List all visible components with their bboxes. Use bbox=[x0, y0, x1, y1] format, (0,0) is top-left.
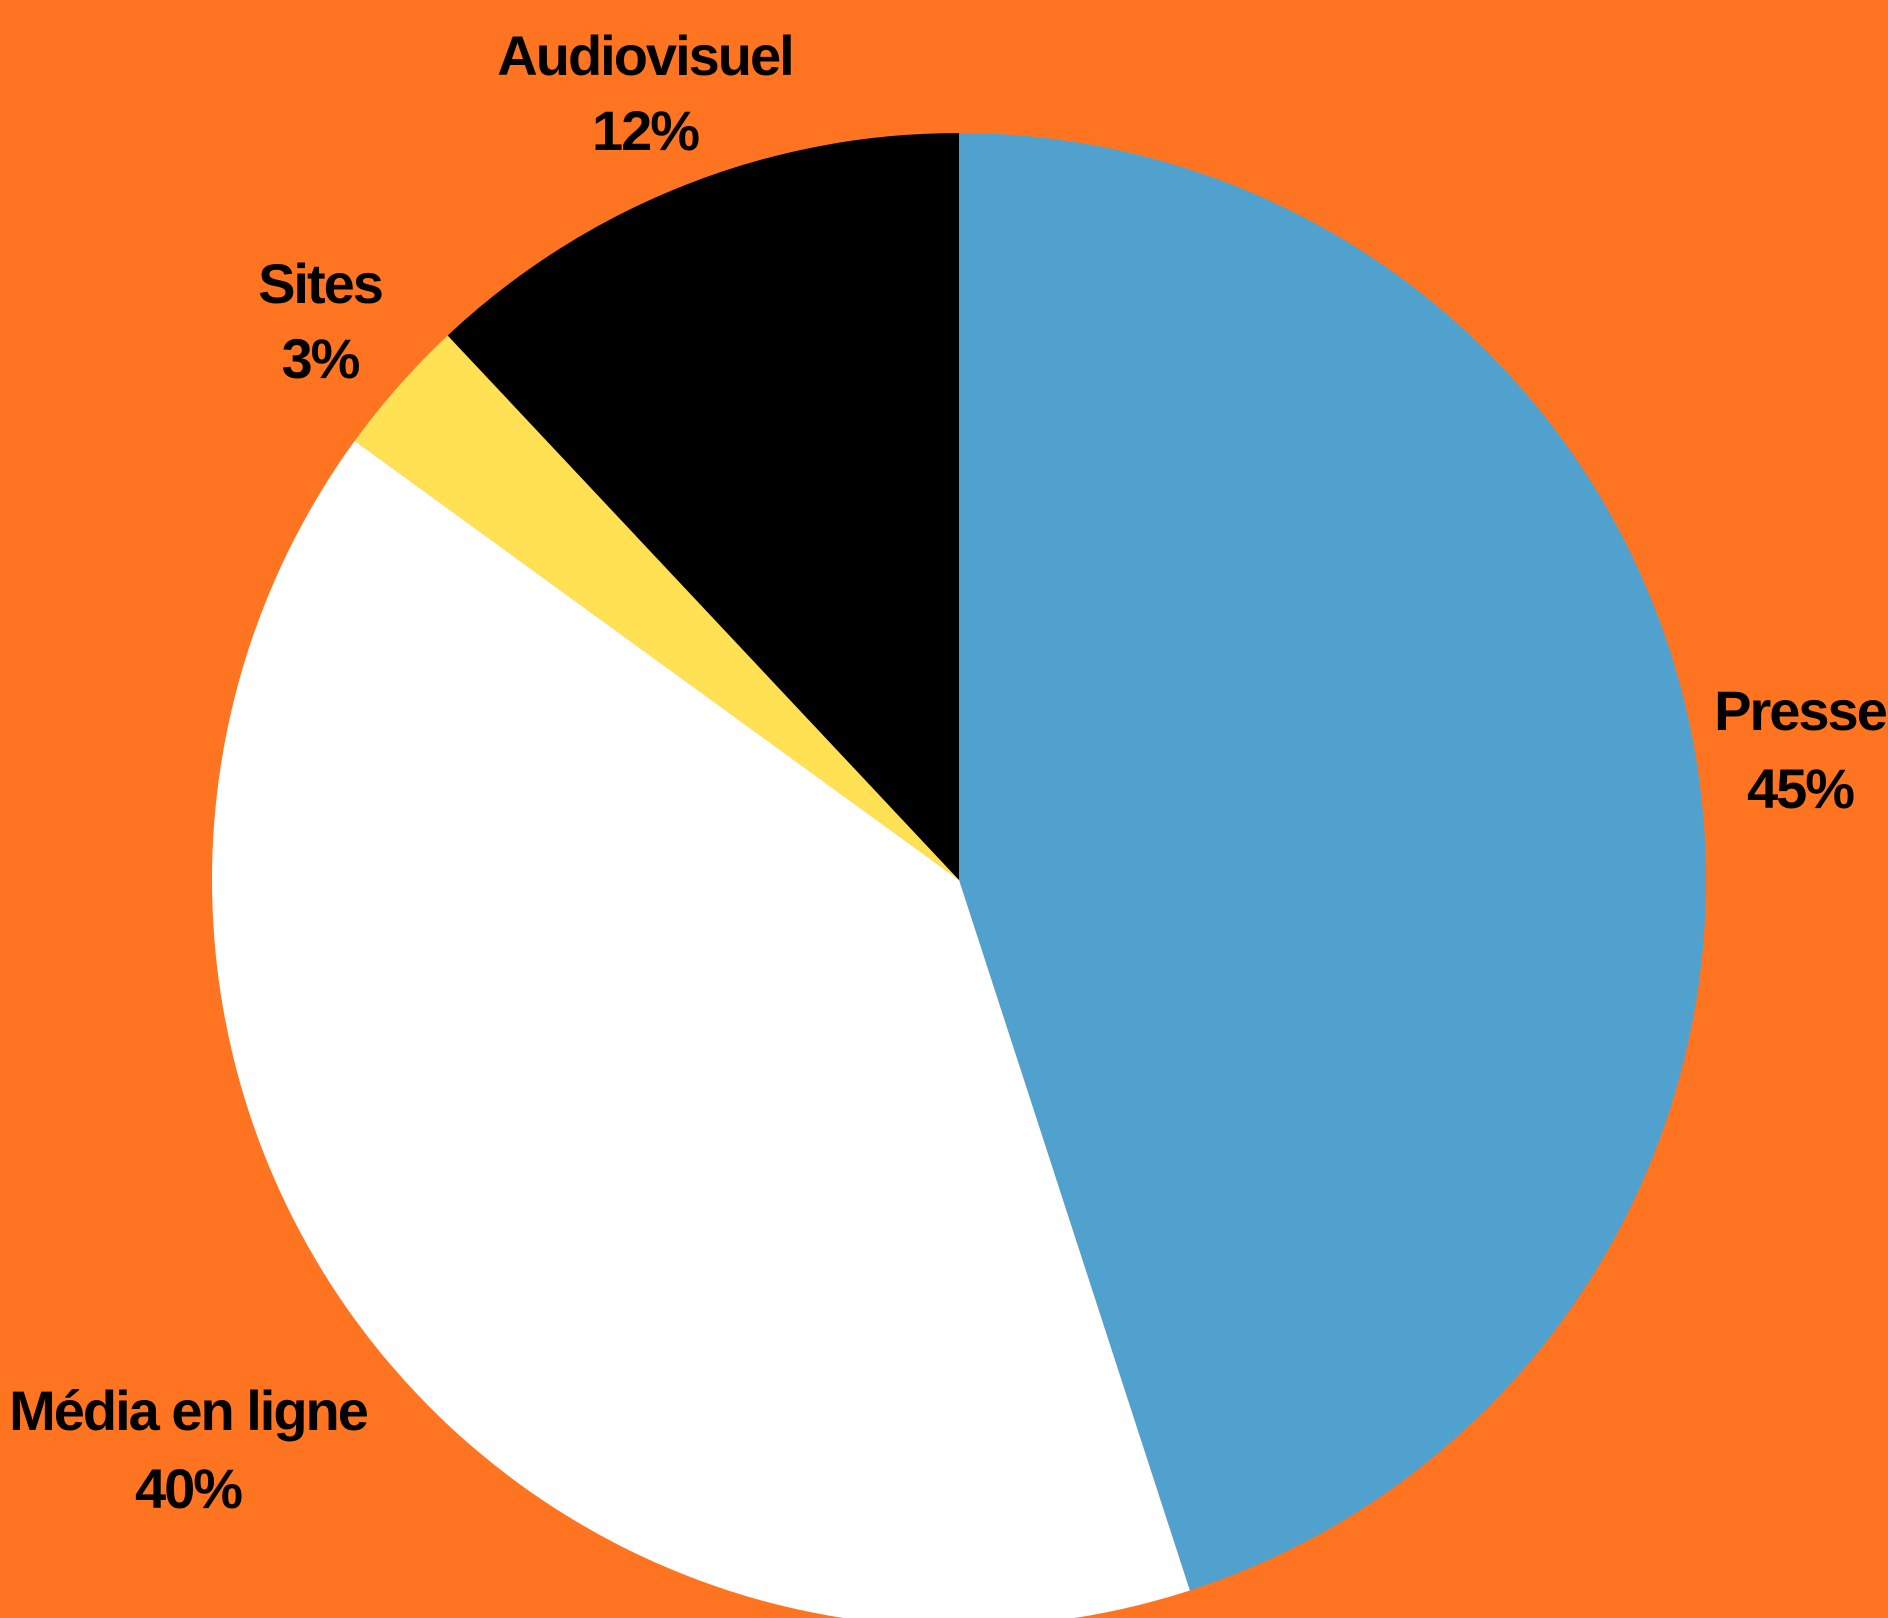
slice-value-audiovisuel: 12% bbox=[592, 99, 699, 162]
pie-slice-sites bbox=[354, 335, 959, 881]
slice-label-media-en-ligne: Média en ligne bbox=[9, 1379, 368, 1442]
slice-label-sites: Sites bbox=[258, 252, 382, 315]
pie-slice-media-en-ligne bbox=[212, 440, 1190, 1618]
slice-value-media-en-ligne: 40% bbox=[135, 1457, 242, 1520]
slice-value-sites: 3% bbox=[282, 327, 360, 390]
pie-slices bbox=[212, 133, 1707, 1618]
pie-slice-audiovisuel bbox=[447, 133, 959, 880]
pie-slice-presse bbox=[959, 133, 1707, 1591]
slice-value-presse: 45% bbox=[1747, 757, 1854, 820]
slice-label-presse: Presse bbox=[1714, 679, 1887, 742]
slice-label-audiovisuel: Audiovisuel bbox=[497, 24, 792, 87]
pie-labels: Presse 45% Média en ligne 40% Sites 3% Audiovi… bbox=[9, 24, 1888, 1520]
